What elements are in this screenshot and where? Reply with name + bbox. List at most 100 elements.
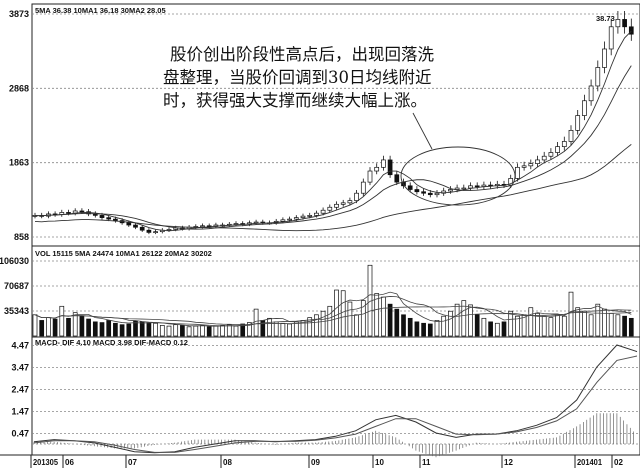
volume-bar — [568, 291, 574, 337]
volume-bar — [113, 322, 118, 337]
price-tick-label: 3873 — [9, 9, 29, 19]
candle-body — [280, 219, 286, 222]
candle-body — [334, 203, 339, 208]
volume-bar — [381, 296, 386, 337]
candle-body — [468, 185, 473, 189]
date-tick-label: 10 — [375, 458, 384, 467]
date-tick-label: 12 — [504, 458, 513, 467]
volume-legend: VOL 15115 5MA 24474 10MA1 26122 20MA2 30… — [35, 249, 212, 258]
volume-bar — [79, 315, 85, 337]
candle-body — [602, 48, 607, 68]
candle-body — [608, 26, 614, 50]
candle-body — [414, 189, 420, 193]
candle-body — [407, 185, 413, 190]
volume-bar — [86, 318, 91, 337]
volume-bar — [608, 313, 614, 337]
candle-body — [541, 155, 547, 161]
price-tick-label: 1863 — [9, 158, 29, 168]
volume-bar — [233, 325, 239, 337]
candle-body — [615, 19, 621, 28]
candle-body — [582, 100, 587, 116]
candle-body — [595, 67, 601, 87]
candle-body — [588, 85, 594, 102]
date-tick-label: 201305 — [33, 458, 59, 467]
date-tick-label: 09 — [311, 458, 320, 467]
volume-bar — [92, 321, 98, 337]
volume-bar — [139, 321, 145, 337]
volume-bar — [52, 318, 58, 337]
candle-body — [314, 212, 319, 216]
volume-bar — [468, 304, 473, 337]
date-tick-label: 02 — [614, 458, 623, 467]
volume-bar — [213, 325, 219, 337]
volume-bar — [166, 325, 172, 337]
volume-bar — [347, 301, 353, 337]
volume-tick-label: 70687 — [4, 281, 29, 291]
volume-bar — [401, 314, 406, 337]
annotation-pointer — [412, 112, 433, 150]
volume-bar — [126, 323, 132, 337]
macd-tick-label: 4.47 — [11, 341, 29, 351]
candle-body — [139, 226, 145, 231]
volume-bar — [561, 315, 567, 337]
candle-body — [374, 166, 380, 172]
price-tick-label: 858 — [14, 232, 29, 242]
price-legend: 5MA 36.38 10MA1 36.18 30MA2 28.05 — [35, 6, 166, 15]
volume-bar — [280, 322, 286, 337]
ma10-line — [34, 65, 632, 230]
candle-body — [354, 192, 359, 201]
candle-body — [340, 202, 346, 205]
consolidation-ellipse — [400, 146, 516, 206]
volume-bar — [173, 324, 179, 337]
volume-bar — [72, 312, 78, 337]
date-tick-label: 06 — [65, 458, 74, 467]
candle-body — [381, 159, 386, 168]
volume-bar — [387, 303, 393, 337]
candle-body — [394, 174, 400, 183]
volume-bar — [588, 314, 594, 337]
price-panel — [31, 3, 640, 247]
volume-ma5-line — [34, 291, 632, 327]
candle-body — [622, 19, 627, 28]
volume-bar — [287, 323, 292, 337]
macd-legend: MACD- DIF 4.10 MACD 3.98 DIF-MACD 0.12 — [35, 338, 188, 347]
candle-body — [434, 192, 440, 196]
volume-bar — [575, 307, 581, 337]
volume-bar — [46, 317, 51, 337]
annotation-text: 盘整理，当股价回调到30日均线附近 — [163, 68, 432, 87]
macd-tick-label: 3.47 — [11, 363, 29, 373]
volume-bar — [515, 315, 520, 337]
volume-bar — [119, 324, 125, 337]
price-tick-label: 2868 — [9, 83, 29, 93]
candle-body — [66, 212, 71, 214]
volume-ma20-line — [34, 305, 632, 326]
volume-bar — [501, 321, 507, 337]
candle-body — [448, 189, 453, 192]
volume-bar — [454, 303, 460, 337]
candle-body — [293, 217, 299, 220]
volume-bar — [441, 315, 447, 337]
macd-tick-label: 2.47 — [11, 385, 29, 395]
volume-bar — [314, 314, 319, 337]
candle-body — [521, 165, 527, 168]
volume-bar — [414, 321, 420, 337]
candle-body — [307, 215, 313, 217]
volume-bar — [508, 310, 514, 337]
candle-body — [555, 146, 560, 153]
candle-body — [320, 209, 326, 214]
volume-bar — [293, 321, 299, 337]
volume-bar — [99, 322, 105, 337]
volume-bar — [59, 305, 65, 337]
volume-bar — [180, 325, 185, 337]
candle-body — [387, 159, 393, 176]
volume-bar — [39, 320, 45, 337]
candle-body — [79, 210, 85, 213]
volume-bar — [394, 308, 400, 337]
volume-bar — [200, 325, 205, 337]
candle-body — [367, 170, 373, 183]
volume-bar — [253, 308, 259, 337]
candle-body — [508, 178, 514, 186]
volume-bar — [354, 314, 359, 337]
volume-bar — [528, 307, 534, 337]
volume-tick-label: 35343 — [4, 306, 29, 316]
